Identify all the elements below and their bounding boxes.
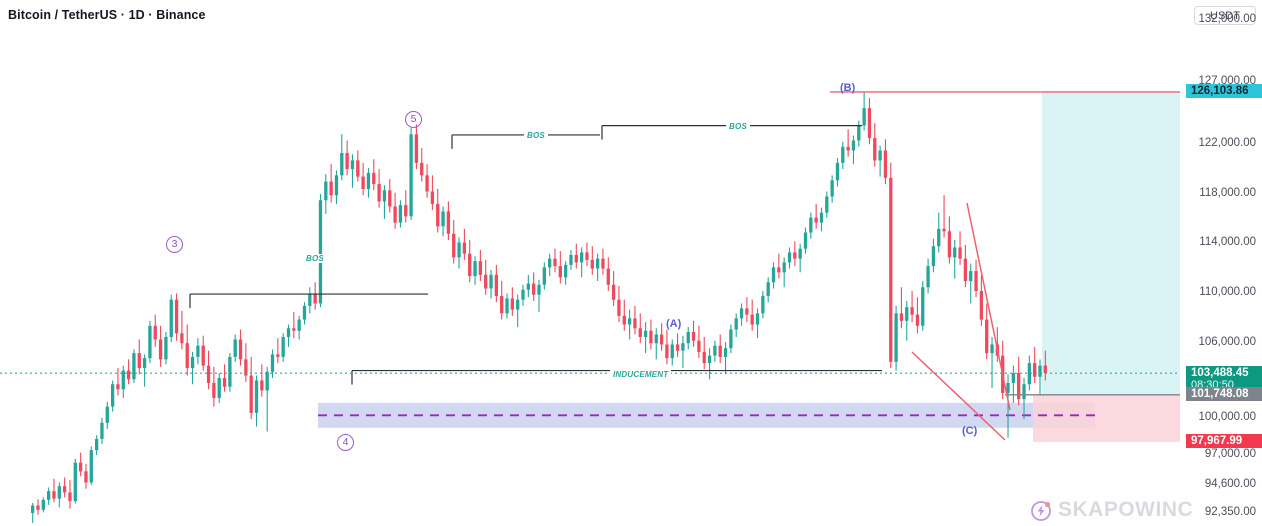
- channel-lower: [911, 351, 1006, 441]
- chart-plot-area[interactable]: [0, 0, 1180, 526]
- wave-number-marker: 3: [166, 236, 183, 253]
- stop-price-badge: 97,967.99: [1186, 434, 1262, 449]
- target-zone: [1042, 91, 1180, 395]
- price-tick: 100,000.00: [1198, 410, 1256, 423]
- lightning-bolt-icon: [1031, 501, 1051, 521]
- wave-number-marker: 4: [337, 434, 354, 451]
- structure-label: BOS: [726, 122, 750, 131]
- price-tick: 106,000.00: [1198, 335, 1256, 348]
- price-tick: 110,000.00: [1199, 286, 1256, 299]
- price-tick: 114,000.00: [1199, 236, 1256, 249]
- wave-letter-marker: (A): [666, 318, 682, 330]
- currency-badge[interactable]: USDT: [1194, 6, 1256, 25]
- wave-number-marker: 5: [405, 111, 422, 128]
- channel-upper: [966, 202, 1011, 411]
- candle-series: [31, 91, 1047, 523]
- price-tick: 92,350.00: [1204, 505, 1256, 518]
- stop-zone: [1033, 394, 1180, 442]
- structure-label: BOS: [524, 131, 548, 140]
- page-title: Bitcoin / TetherUS · 1D · Binance: [8, 8, 206, 22]
- watermark-text: SKAPOWINC: [1058, 498, 1194, 521]
- last-price-value: 103,488.45: [1191, 367, 1249, 380]
- price-scale[interactable]: USDT 132,000.00 127,000.00 122,000.00 118,0…: [1180, 0, 1262, 526]
- price-tick: 94,600.00: [1204, 477, 1256, 490]
- wave-letter-marker: (B): [840, 82, 856, 94]
- candlestick-chart: [0, 91, 1180, 523]
- watermark: SKAPOWINC: [1030, 498, 1193, 522]
- price-tick: 122,000.00: [1198, 137, 1256, 149]
- price-tick: 118,000.00: [1199, 186, 1256, 199]
- price-tick: 127,000.00: [1198, 74, 1256, 87]
- wave-letter-marker: (C): [962, 425, 978, 437]
- price-tick: 97,000.00: [1204, 447, 1256, 460]
- entry-price-badge: 101,748.08: [1186, 386, 1262, 401]
- structure-label: INDUCEMENT: [610, 370, 672, 379]
- price-tick: 132,000.00: [1198, 12, 1256, 25]
- structure-label: BOS: [303, 254, 327, 263]
- resistance-price-badge: 126,103.86: [1186, 84, 1262, 99]
